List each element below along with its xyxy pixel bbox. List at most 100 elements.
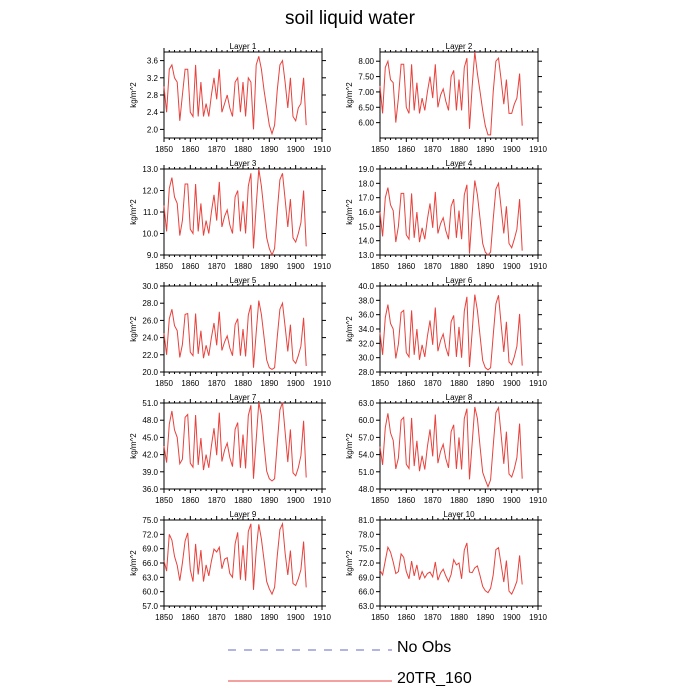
y-tick-label: 72.0 xyxy=(142,530,158,539)
x-tick-label: 1850 xyxy=(371,496,389,505)
y-tick-label: 48.0 xyxy=(358,485,374,494)
y-tick-label: 63.0 xyxy=(358,399,374,408)
x-tick-label: 1850 xyxy=(155,496,173,505)
y-tick-label: 69.0 xyxy=(358,573,374,582)
y-tick-label: 9.0 xyxy=(147,251,159,260)
x-tick-label: 1880 xyxy=(234,496,252,505)
panel-title: Layer 1 xyxy=(230,42,257,51)
y-tick-label: 30.0 xyxy=(358,354,374,363)
y-tick-label: 72.0 xyxy=(358,559,374,568)
y-tick-label: 63.0 xyxy=(142,573,158,582)
y-tick-label: 3.6 xyxy=(147,57,159,66)
panel-layer-8: Layer 8 kg/m^2 48.0 51.0 54.0 57.0 60.0 63.0 185… xyxy=(345,393,547,505)
y-tick-label: 45.0 xyxy=(142,433,158,442)
panel-title: Layer 4 xyxy=(446,159,473,168)
y-tick-label: 13.0 xyxy=(358,251,374,260)
y-tick-label: 51.0 xyxy=(142,399,158,408)
x-tick-label: 1910 xyxy=(529,262,547,271)
series-line-20tr-160 xyxy=(379,542,523,595)
y-tick-label: 8.00 xyxy=(358,57,374,66)
x-tick-label: 1910 xyxy=(313,379,331,388)
x-tick-label: 1860 xyxy=(397,379,415,388)
x-tick-label: 1890 xyxy=(476,613,494,622)
x-tick-label: 1850 xyxy=(155,145,173,154)
y-tick-label: 28.0 xyxy=(358,368,374,377)
y-tick-label: 30.0 xyxy=(142,282,158,291)
x-tick-label: 1910 xyxy=(313,496,331,505)
y-axis-label: kg/m^2 xyxy=(345,316,354,342)
x-tick-label: 1900 xyxy=(503,262,521,271)
panel-title: Layer 10 xyxy=(443,510,475,519)
x-tick-label: 1910 xyxy=(313,262,331,271)
series-line-20tr-160 xyxy=(163,56,307,136)
x-tick-label: 1870 xyxy=(424,145,442,154)
x-tick-label: 1890 xyxy=(260,379,278,388)
y-tick-label: 6.00 xyxy=(358,119,374,128)
y-axis-label: kg/m^2 xyxy=(345,199,354,225)
y-tick-label: 3.2 xyxy=(147,74,159,83)
x-tick-label: 1890 xyxy=(476,379,494,388)
x-tick-label: 1860 xyxy=(397,496,415,505)
series-line-20tr-160 xyxy=(163,402,307,482)
y-tick-label: 13.0 xyxy=(142,165,158,174)
panel-layer-1: Layer 1 kg/m^2 2.0 2.4 2.8 3.2 3.6 1850 1860 1870… xyxy=(129,42,331,154)
x-tick-label: 1850 xyxy=(371,379,389,388)
x-tick-label: 1890 xyxy=(476,262,494,271)
x-tick-label: 1870 xyxy=(424,613,442,622)
y-tick-label: 2.4 xyxy=(147,108,159,117)
y-tick-label: 40.0 xyxy=(358,282,374,291)
x-tick-label: 1900 xyxy=(503,145,521,154)
x-tick-label: 1900 xyxy=(287,262,305,271)
x-tick-label: 1860 xyxy=(181,379,199,388)
y-tick-label: 7.50 xyxy=(358,73,374,82)
panel-title: Layer 7 xyxy=(230,393,257,402)
y-tick-label: 34.0 xyxy=(358,325,374,334)
x-tick-label: 1850 xyxy=(371,262,389,271)
plot-frame xyxy=(163,168,323,256)
panel-title: Layer 3 xyxy=(230,159,257,168)
x-tick-label: 1910 xyxy=(529,379,547,388)
x-tick-label: 1860 xyxy=(181,145,199,154)
plot-frame xyxy=(379,402,539,490)
x-tick-label: 1870 xyxy=(208,145,226,154)
panel-layer-10: Layer 10 kg/m^2 63.0 66.0 69.0 72.0 75.0 78.0 81… xyxy=(345,510,547,622)
series-line-20tr-160 xyxy=(379,405,523,489)
y-tick-label: 39.0 xyxy=(142,468,158,477)
x-tick-label: 1890 xyxy=(476,496,494,505)
x-tick-label: 1900 xyxy=(287,379,305,388)
x-tick-label: 1880 xyxy=(450,145,468,154)
x-tick-label: 1900 xyxy=(287,496,305,505)
x-tick-label: 1850 xyxy=(371,145,389,154)
y-tick-label: 81.0 xyxy=(358,516,374,525)
y-tick-label: 66.0 xyxy=(142,559,158,568)
x-tick-label: 1880 xyxy=(450,613,468,622)
plot-frame xyxy=(163,51,323,139)
x-tick-label: 1900 xyxy=(503,379,521,388)
y-tick-label: 36.0 xyxy=(358,311,374,320)
x-tick-label: 1890 xyxy=(260,262,278,271)
panel-title: Layer 9 xyxy=(230,510,257,519)
x-tick-label: 1860 xyxy=(397,262,415,271)
y-tick-label: 51.0 xyxy=(358,468,374,477)
y-tick-label: 16.0 xyxy=(358,208,374,217)
y-tick-label: 48.0 xyxy=(142,416,158,425)
y-tick-label: 66.0 xyxy=(358,588,374,597)
panel-title: Layer 8 xyxy=(446,393,473,402)
y-tick-label: 75.0 xyxy=(142,516,158,525)
x-tick-label: 1890 xyxy=(260,496,278,505)
x-tick-label: 1910 xyxy=(313,145,331,154)
y-tick-label: 20.0 xyxy=(142,368,158,377)
panel-title: Layer 5 xyxy=(230,276,257,285)
series-line-20tr-160 xyxy=(163,168,307,257)
x-tick-label: 1870 xyxy=(208,262,226,271)
y-tick-label: 14.0 xyxy=(358,237,374,246)
x-tick-label: 1870 xyxy=(424,496,442,505)
y-tick-label: 26.0 xyxy=(142,316,158,325)
y-tick-label: 63.0 xyxy=(358,602,374,611)
y-tick-label: 10.0 xyxy=(142,230,158,239)
y-tick-label: 24.0 xyxy=(142,334,158,343)
y-tick-label: 36.0 xyxy=(142,485,158,494)
y-tick-label: 12.0 xyxy=(142,187,158,196)
